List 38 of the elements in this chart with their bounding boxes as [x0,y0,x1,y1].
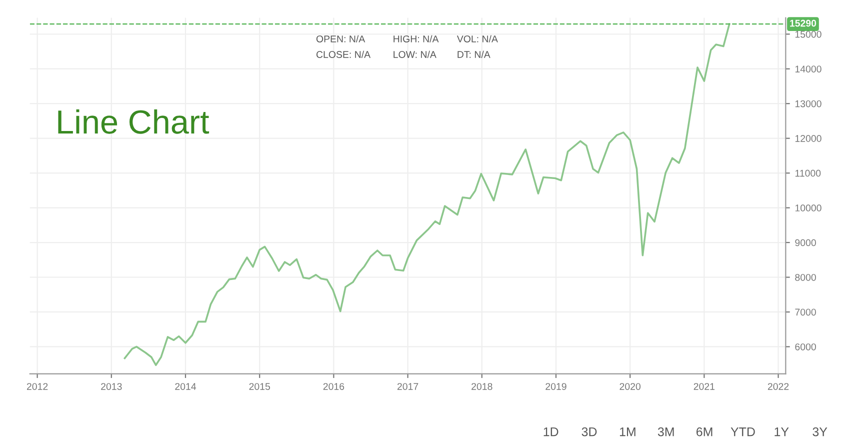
x-tick-label: 2018 [472,383,492,390]
text: 1M [620,428,636,436]
annotation: LOW: N/A [394,50,436,58]
line-series [124,23,730,366]
annotation: DT: N/A [458,50,490,58]
y-tick-label: 14000 [795,66,822,72]
y-tick-label: 15000 [795,30,822,38]
ref-line-label: 15290 [790,20,816,27]
y-tick-label: 10000 [795,204,822,212]
y-tick-label: 8000 [795,274,816,281]
annotation: HIGH: N/A [394,35,439,42]
y-tick-label: 9000 [795,239,816,246]
text: 6M [696,427,712,436]
y-tick-label: 11000 [795,170,821,177]
x-tick-label: 2015 [249,383,270,390]
text: 3Y [812,427,828,436]
text: YTD [730,428,755,436]
annotation: VOL: N/A [456,35,498,42]
x-tick-label: 2021 [694,383,715,390]
x-tick-label: 2020 [620,383,641,390]
x-tick-label: 2012 [26,383,48,390]
annotation: OPEN: N/A [316,35,366,42]
y-tick-label: 13000 [795,100,822,108]
x-tick-label: 2022 [768,383,789,390]
x-tick-label: 2013 [101,383,122,390]
x-tick-label: 2019 [546,383,566,390]
text: 3M [658,427,674,436]
y-tick-label: 6000 [795,343,816,350]
x-tick-label: 2014 [175,383,196,390]
annotation: CLOSE: N/A [316,50,371,58]
x-tick-label: 2016 [323,383,344,390]
text: 1Y [774,428,789,436]
x-tick-label: 2017 [397,383,418,390]
text: 3D [582,427,597,436]
y-tick-label: 7000 [795,308,816,316]
text: 1D [544,428,558,436]
y-tick-label: 12000 [795,135,822,142]
annotation: Line Chart [58,109,210,134]
